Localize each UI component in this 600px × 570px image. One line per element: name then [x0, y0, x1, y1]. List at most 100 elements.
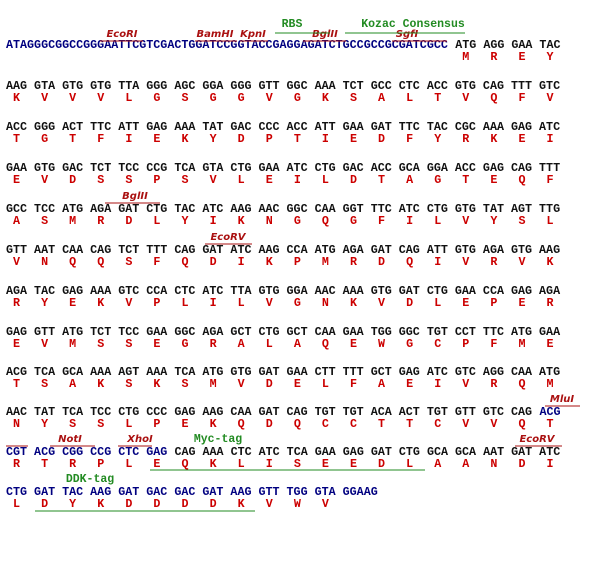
amino-acid: V	[462, 417, 469, 431]
amino-acid: Q	[518, 173, 525, 187]
amino-acid: D	[125, 214, 132, 228]
amino-acid: V	[69, 91, 76, 105]
amino-acid: A	[69, 377, 77, 391]
amino-acid: S	[41, 214, 48, 228]
annotation-label: RBS	[282, 18, 303, 31]
amino-acid: N	[490, 457, 497, 471]
amino-acid: F	[406, 132, 413, 146]
amino-acid: F	[350, 377, 357, 391]
amino-acid: T	[41, 457, 48, 471]
amino-acid: V	[547, 91, 554, 105]
amino-acid: Q	[182, 255, 189, 269]
amino-acid: I	[434, 255, 441, 269]
amino-acid: Q	[406, 255, 413, 269]
amino-acid: Y	[490, 214, 497, 228]
amino-acid: L	[322, 173, 329, 187]
sequence-row: ACG TCA GCA AAA AGT AAA TCA ATG GTG GAT …	[6, 365, 560, 391]
nucleotide-line: GAG GTT ATG TCT TCC GAA GGC AGA GCT CTG …	[6, 325, 561, 339]
annotation-label: SgfI	[396, 29, 419, 40]
amino-acid: E	[13, 337, 20, 351]
amino-acid: P	[97, 457, 104, 471]
amino-acid: I	[547, 457, 554, 471]
amino-acid: R	[13, 296, 20, 310]
amino-acid: V	[462, 377, 469, 391]
amino-acid: E	[490, 173, 497, 187]
amino-acid: V	[41, 91, 48, 105]
nucleotide-line: ACC GGG ACT TTC ATT GAG AAA TAT GAC CCC …	[6, 120, 560, 134]
amino-acid: I	[322, 132, 329, 146]
amino-acid: M	[69, 337, 76, 351]
nucleotide-segment: GAA GTG GAC TCT TCC CCG TCA GTA CTG GAA …	[6, 161, 560, 175]
amino-acid: D	[210, 497, 217, 511]
amino-acid: V	[322, 497, 329, 511]
amino-acid: C	[434, 417, 441, 431]
amino-acid: F	[97, 132, 104, 146]
amino-acid: S	[125, 377, 132, 391]
amino-acid: Q	[97, 255, 104, 269]
amino-acid: A	[434, 457, 442, 471]
annotation-label: MluI	[550, 394, 574, 405]
amino-acid: G	[434, 173, 441, 187]
annotation-label: EcoRV	[210, 232, 246, 243]
sequence-row: ACC GGG ACT TTC ATT GAG AAA TAT GAC CCC …	[6, 120, 560, 146]
amino-acid: L	[153, 214, 160, 228]
amino-acid: P	[153, 173, 160, 187]
amino-acid: E	[350, 132, 357, 146]
amino-acid: I	[294, 173, 301, 187]
amino-acid: E	[518, 132, 525, 146]
amino-acid: K	[238, 214, 246, 228]
amino-acid: F	[378, 214, 385, 228]
amino-acid: L	[266, 337, 273, 351]
amino-acid: D	[210, 255, 217, 269]
amino-acid: T	[13, 132, 20, 146]
amino-acid: S	[350, 91, 357, 105]
amino-acid: I	[547, 132, 554, 146]
amino-acid: K	[97, 497, 105, 511]
amino-acid: V	[518, 255, 525, 269]
amino-acid: I	[434, 377, 441, 391]
amino-acid: N	[13, 417, 20, 431]
amino-acid: S	[518, 214, 525, 228]
amino-acid: D	[238, 132, 245, 146]
amino-acid: E	[518, 296, 525, 310]
amino-acid: M	[462, 50, 469, 64]
sequence-row: AAG GTA GTG GTG TTA GGG AGC GGA GGG GTT …	[6, 79, 560, 105]
amino-acid: L	[406, 91, 413, 105]
amino-acid: T	[378, 173, 385, 187]
amino-acid: R	[69, 457, 76, 471]
amino-acid: V	[462, 214, 469, 228]
amino-acid: E	[350, 457, 357, 471]
amino-acid: V	[266, 296, 273, 310]
amino-acid: N	[41, 255, 48, 269]
amino-acid: S	[125, 255, 132, 269]
nucleotide-segment: GTT AAT CAA CAG TCT TTT CAG GAT ATC AAG …	[6, 243, 560, 257]
amino-acid: E	[13, 173, 20, 187]
amino-acid: M	[322, 255, 329, 269]
nucleotide-segment: ACG TCA GCA AAA AGT AAA TCA ATG GTG GAT …	[6, 365, 560, 379]
amino-acid: S	[69, 417, 76, 431]
amino-acid: P	[266, 132, 273, 146]
annotation-label: Myc-tag	[194, 433, 242, 446]
amino-acid: E	[547, 337, 554, 351]
amino-acid: A	[13, 214, 21, 228]
amino-acid: G	[153, 91, 160, 105]
amino-acid: M	[210, 377, 217, 391]
nucleotide-line: ATAGGGCGGCCGGGAATTCGTCGACTGGATCCGGTACCGA…	[6, 38, 560, 52]
amino-acid: E	[69, 296, 76, 310]
amino-acid: G	[210, 91, 217, 105]
amino-acid: V	[125, 296, 132, 310]
annotation-label: BamHI	[197, 29, 234, 40]
amino-acid: Y	[41, 296, 48, 310]
amino-acid: Y	[69, 497, 76, 511]
amino-acid: F	[547, 173, 554, 187]
amino-acid: R	[490, 377, 497, 391]
amino-acid: I	[266, 457, 273, 471]
nucleotide-segment: AGA TAC GAG AAA GTC CCA CTC ATC TTA GTG …	[6, 284, 561, 298]
amino-acid: S	[182, 173, 189, 187]
amino-acid: E	[518, 50, 525, 64]
amino-acid: D	[69, 173, 76, 187]
amino-acid: D	[182, 497, 189, 511]
sequence-row: AAC TAT TCA TCC CTG CCC GAG AAG CAA GAT …	[6, 394, 580, 431]
amino-acid: K	[266, 255, 274, 269]
